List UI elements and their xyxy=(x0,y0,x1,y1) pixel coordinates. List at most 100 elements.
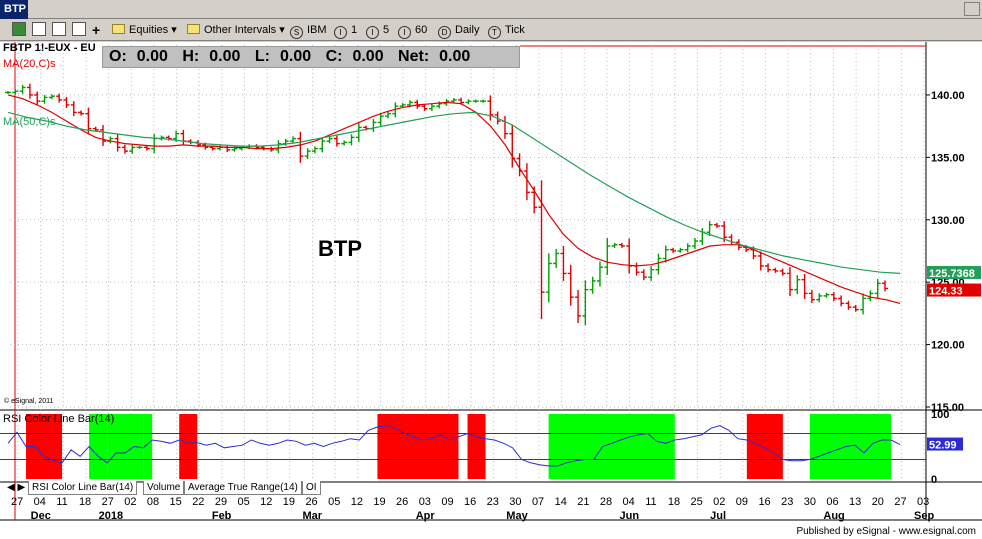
x-tick-label: 14 xyxy=(555,496,567,508)
y-tick-label: 135.00 xyxy=(931,152,965,164)
x-tick-label: 02 xyxy=(124,496,136,508)
x-tick-label: 26 xyxy=(305,496,317,508)
rsi-band xyxy=(548,414,675,479)
rsi-band xyxy=(143,414,153,479)
x-tick-label: 06 xyxy=(826,496,838,508)
symbol-label: FBTP 1!-EUX - EU xyxy=(3,42,96,54)
rsi-band xyxy=(89,414,108,479)
rsi-line xyxy=(7,425,901,467)
ma20-line xyxy=(7,94,901,304)
interval-ibm-button[interactable]: S IBM xyxy=(290,22,327,39)
rsi-last-value: 52.99 xyxy=(929,440,957,452)
high-value: 0.00 xyxy=(209,48,241,65)
x-month-label: 2018 xyxy=(99,510,123,522)
ma20-price-tag-bg xyxy=(927,283,981,297)
x-tick-label: 26 xyxy=(396,496,408,508)
window-title[interactable]: BTP xyxy=(0,0,28,19)
x-tick-label: 09 xyxy=(736,496,748,508)
x-tick-label: 21 xyxy=(577,496,589,508)
rsi-band xyxy=(809,414,891,479)
rsi-last-bg xyxy=(927,437,963,451)
x-tick-label: 12 xyxy=(260,496,272,508)
x-tick-label: 15 xyxy=(170,496,182,508)
net-label: Net: xyxy=(398,48,430,65)
indicator-tabs: ◀ ▶ RSI Color Line Bar(14) Volume Averag… xyxy=(0,481,330,495)
net-value: 0.00 xyxy=(439,48,471,65)
rsi-axis-label: 100 xyxy=(931,409,949,421)
other-intervals-dropdown[interactable]: Other Intervals ▾ xyxy=(187,22,285,38)
x-tick-label: 08 xyxy=(147,496,159,508)
ohlc-readout: O: 0.00 H: 0.00 L: 0.00 C: 0.00 Net: 0.00 xyxy=(102,46,520,68)
open-label: O: xyxy=(109,48,127,65)
link-icon[interactable] xyxy=(12,22,26,36)
x-tick-label: 09 xyxy=(441,496,453,508)
rsi-band xyxy=(179,414,198,479)
tab-oi[interactable]: OI xyxy=(302,481,321,495)
folder-icon xyxy=(187,24,200,34)
x-tick-label: 04 xyxy=(34,496,46,508)
x-tick-label: 18 xyxy=(79,496,91,508)
rsi-band xyxy=(746,414,783,479)
tab-rsi[interactable]: RSI Color Line Bar(14) xyxy=(28,481,138,495)
x-tick-label: 25 xyxy=(691,496,703,508)
x-tick-label: 11 xyxy=(56,496,67,508)
x-tick-label: 05 xyxy=(328,496,340,508)
interval-60-button[interactable]: I 60 xyxy=(398,22,427,39)
properties-icon[interactable] xyxy=(72,22,86,36)
x-tick-label: 20 xyxy=(872,496,884,508)
close-value: 0.00 xyxy=(352,48,384,65)
y-tick-label: 140.00 xyxy=(931,90,965,102)
x-month-label: Sep xyxy=(914,510,934,522)
x-tick-label: 16 xyxy=(464,496,476,508)
interval-tick-button[interactable]: T Tick xyxy=(488,22,525,39)
rsi-band xyxy=(377,414,459,479)
x-tick-label: 27 xyxy=(894,496,906,508)
ma50-line xyxy=(7,111,901,274)
window-controls xyxy=(964,2,980,16)
window-titlebar: BTP xyxy=(0,0,982,19)
x-month-label: May xyxy=(506,510,528,522)
rsi-band xyxy=(467,414,486,479)
y-tick-label: 130.00 xyxy=(931,215,965,227)
ma50-price-tag-bg xyxy=(927,265,981,279)
x-tick-label: 27 xyxy=(102,496,114,508)
chart-window[interactable]: 140.00 135.00 130.00 125.00 120.00 115.00 125.… xyxy=(0,42,982,539)
x-tick-label: 30 xyxy=(509,496,521,508)
ma50-price-tag: 125.7368 xyxy=(929,268,975,280)
tab-volume[interactable]: Volume xyxy=(143,481,185,495)
x-tick-label: 23 xyxy=(781,496,793,508)
ma20-price-tag: 124.33 xyxy=(929,286,963,298)
x-month-label: Jul xyxy=(710,510,726,522)
tab-atr[interactable]: Average True Range(14) xyxy=(184,481,302,495)
y-tick-label: 115.00 xyxy=(931,402,964,414)
chart-title: BTP xyxy=(318,236,362,261)
tab-nav-left[interactable]: ◀ ▶ xyxy=(7,482,26,493)
open-value: 0.00 xyxy=(136,48,168,65)
chart-icon[interactable] xyxy=(32,22,46,36)
x-tick-label: 16 xyxy=(758,496,770,508)
x-tick-label: 29 xyxy=(215,496,227,508)
x-tick-label: 18 xyxy=(668,496,680,508)
add-icon[interactable]: + xyxy=(92,22,101,38)
x-tick-label: 27 xyxy=(11,496,23,508)
rsi-axis-label: 0 xyxy=(931,474,937,486)
equities-dropdown[interactable]: Equities ▾ xyxy=(112,22,177,38)
x-month-label: Mar xyxy=(302,510,322,522)
low-value: 0.00 xyxy=(279,48,312,65)
interval-daily-button[interactable]: D Daily xyxy=(438,22,479,39)
high-label: H: xyxy=(182,48,200,65)
quote-icon[interactable] xyxy=(52,22,66,36)
copyright-label: © eSignal, 2011 xyxy=(4,398,54,405)
x-tick-label: 19 xyxy=(283,496,295,508)
x-tick-label: 04 xyxy=(623,496,635,508)
ma50-label: MA(50,C)s xyxy=(3,116,56,128)
x-tick-label: 30 xyxy=(804,496,816,508)
x-tick-label: 13 xyxy=(849,496,861,508)
x-tick-label: 02 xyxy=(713,496,725,508)
price-chart[interactable]: 140.00135.00130.00125.00120.00115.00125.… xyxy=(0,42,982,539)
x-tick-label: 19 xyxy=(373,496,385,508)
x-tick-label: 22 xyxy=(192,496,204,508)
